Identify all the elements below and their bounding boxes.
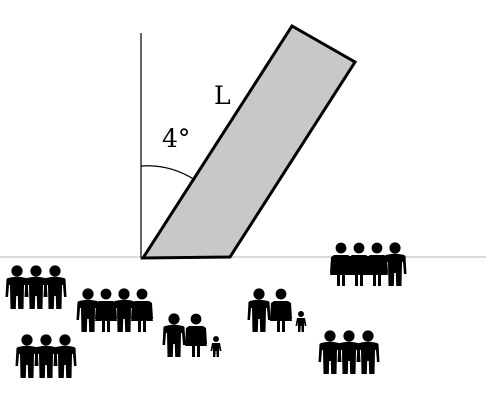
- group-3-men-left: [5, 265, 67, 309]
- group-4-mixed-center-left: [76, 288, 153, 332]
- man-icon: [162, 313, 186, 357]
- length-label: L: [214, 81, 231, 110]
- man-icon: [247, 288, 271, 332]
- family-right: [247, 288, 307, 332]
- group-3-men-bottom-right: [318, 330, 380, 374]
- woman-icon: [270, 288, 292, 332]
- woman-icon: [131, 288, 153, 332]
- woman-icon: [185, 313, 207, 357]
- angle-label: 4°: [162, 124, 190, 153]
- family-center: [162, 313, 222, 357]
- group-3-men-bottom-left: [15, 334, 77, 378]
- child-icon: [295, 311, 307, 332]
- child-icon: [210, 336, 222, 357]
- angle-arc: [140, 165, 196, 181]
- leaning-slab: [140, 23, 358, 260]
- group-4-women-right: [330, 242, 407, 286]
